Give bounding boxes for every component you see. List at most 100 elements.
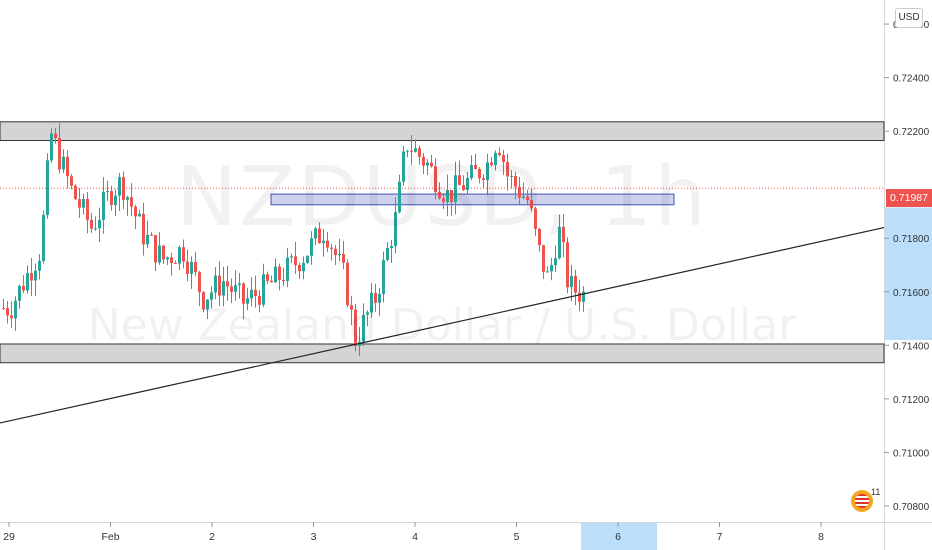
candle-body [410, 150, 413, 152]
candle-body [526, 196, 529, 201]
candle-body [130, 197, 133, 207]
mid-zone[interactable] [270, 193, 675, 206]
events-count-label: 11 [871, 487, 881, 497]
candle-body [18, 285, 21, 301]
candle-body [102, 191, 105, 220]
y-tick-label: 0.70800 [893, 502, 930, 513]
candle-body [146, 234, 149, 245]
candle-body [406, 150, 409, 152]
candle-body [170, 257, 173, 263]
candle-body [478, 169, 481, 179]
candle-body [342, 253, 345, 263]
candle-body [398, 181, 401, 213]
candle-body [390, 245, 393, 249]
candle-body [334, 248, 337, 256]
candle-body [310, 238, 313, 256]
candle-body [202, 292, 205, 310]
candle-body [550, 265, 553, 272]
candle-body [426, 162, 429, 166]
candle-body [126, 197, 129, 200]
candle-body [354, 309, 357, 346]
candle-body [458, 175, 461, 186]
resistance-zone[interactable] [0, 121, 885, 142]
candle-body [326, 240, 329, 248]
candle-body [314, 228, 317, 239]
candle-body [250, 289, 253, 299]
candle-body [186, 261, 189, 274]
candle-body [58, 137, 61, 170]
candle-body [270, 280, 273, 283]
candle-body [198, 272, 201, 293]
time-axis[interactable] [0, 522, 932, 550]
candle-body [522, 196, 525, 198]
candle-body [2, 307, 5, 309]
candle-body [538, 228, 541, 246]
candle-body [566, 242, 569, 288]
candle-body [74, 185, 77, 200]
candle-body [470, 164, 473, 178]
candle-body [370, 292, 373, 313]
candle-body [418, 148, 421, 157]
candle-body [510, 175, 513, 177]
candle-body [206, 299, 209, 310]
candle-body [298, 264, 301, 272]
candle-body [554, 258, 557, 266]
x-tick-label: Feb [101, 531, 119, 543]
candle-body [66, 156, 69, 177]
x-tick-label: 3 [311, 531, 317, 543]
trendline[interactable] [0, 226, 885, 424]
candle-body [542, 245, 545, 272]
candle-body [378, 293, 381, 303]
currency-button[interactable]: USD [895, 8, 923, 28]
candle-body [26, 273, 29, 291]
candle-body [474, 164, 477, 170]
candle-body [438, 192, 441, 199]
candle-body [514, 175, 517, 187]
support-zone[interactable] [0, 343, 885, 364]
candle-body [558, 226, 561, 259]
candle-body [306, 255, 309, 263]
candle-body [442, 198, 445, 203]
candle-body [138, 213, 141, 217]
candle-body [154, 235, 157, 263]
candle-body [330, 247, 333, 249]
candle-body [286, 257, 289, 281]
candle-body [22, 285, 25, 291]
candle-body [178, 247, 181, 264]
candle-body [318, 228, 321, 244]
candle-body [282, 279, 285, 281]
candle-body [414, 148, 417, 152]
candle-body [114, 195, 117, 205]
x-range-highlight [581, 523, 657, 550]
candle-body [150, 234, 153, 236]
candle-body [262, 274, 265, 305]
candle-body [434, 166, 437, 193]
y-tick-label: 0.71600 [893, 288, 930, 299]
candle-body [366, 312, 369, 315]
us-flag-icon[interactable] [851, 490, 873, 512]
y-tick-label: 0.71800 [893, 234, 930, 245]
candle-body [482, 178, 485, 181]
price-range-highlight [885, 207, 932, 340]
candle-body [462, 185, 465, 191]
candle-body [382, 259, 385, 294]
candle-body [78, 199, 81, 208]
y-tick-label: 0.71000 [893, 448, 930, 459]
candle-body [302, 262, 305, 272]
candle-body [466, 177, 469, 191]
candle-body [446, 190, 449, 203]
candle-body [430, 162, 433, 167]
candle-body [106, 191, 109, 193]
candle-body [70, 176, 73, 186]
candle-body [490, 162, 493, 165]
x-tick-label: 2 [209, 531, 215, 543]
candle-body [94, 228, 97, 230]
candle-body [258, 296, 261, 305]
candle-body [506, 162, 509, 177]
candle-body [38, 260, 41, 271]
candle-body [570, 275, 573, 288]
candle-body [582, 291, 585, 302]
candle-body [122, 177, 125, 200]
